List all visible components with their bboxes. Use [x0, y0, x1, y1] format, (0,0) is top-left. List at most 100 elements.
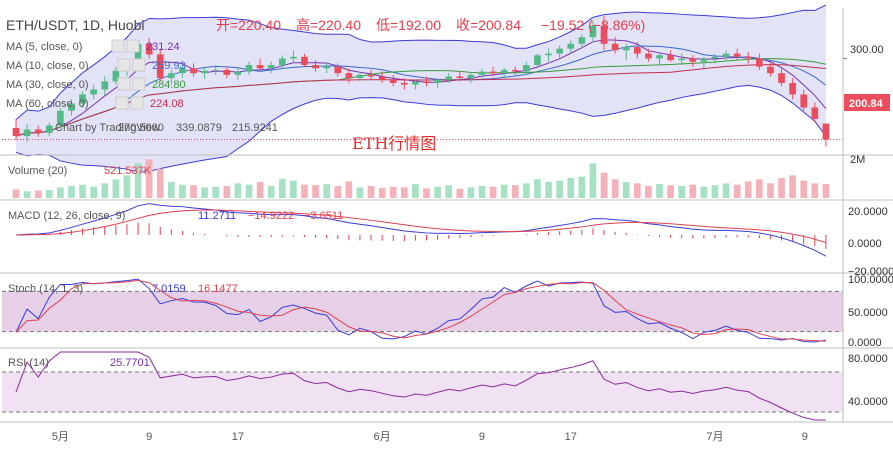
candle-body [389, 79, 397, 83]
volume-bar [312, 185, 319, 198]
candle-body [611, 43, 619, 51]
volume-bar [367, 186, 375, 198]
volume-bar [489, 186, 497, 198]
stoch-axis-tick: 50.0000 [848, 307, 888, 319]
bollinger-upper-line [15, 4, 827, 121]
candle-body [789, 83, 796, 95]
candle-body [733, 53, 741, 57]
candle-body [23, 129, 31, 137]
macd-value: 11.2711 [198, 210, 236, 222]
time-axis-tick: 9 [479, 431, 485, 443]
settings-icon[interactable] [115, 96, 129, 110]
candle-body [678, 58, 686, 61]
stoch-d-line [15, 279, 826, 342]
bb-lower-value: 215.9241 [232, 122, 278, 134]
volume-bar [167, 182, 175, 198]
ma-legend-value: 231.24 [146, 41, 180, 53]
settings-icon[interactable] [111, 39, 125, 53]
volume-bar [423, 188, 430, 198]
candle-body [90, 89, 97, 95]
candle-body [345, 73, 353, 79]
volume-bar [778, 178, 785, 198]
candle-body [800, 94, 808, 108]
volume-bar [800, 180, 808, 198]
macd-line [15, 203, 827, 257]
candle-body [167, 73, 175, 79]
settings-icon[interactable] [117, 58, 131, 72]
volume-bar [622, 182, 630, 198]
volume-bar [822, 184, 830, 198]
symbol-title[interactable]: ETH/USDT, 1D, Huobi [6, 17, 144, 33]
volume-bar [201, 187, 208, 198]
candle-body [179, 68, 186, 74]
time-axis-tick: 9 [146, 431, 152, 443]
stoch-band [2, 291, 843, 332]
volume-bar [101, 183, 109, 198]
volume-bar [356, 187, 364, 198]
ohlc-high: 高=220.40 [296, 17, 361, 33]
rsi-label[interactable]: RSI (14) [8, 357, 49, 369]
volume-bar [79, 184, 86, 198]
volume-bar [245, 184, 253, 198]
volume-bar [323, 184, 330, 198]
candle-body [412, 81, 419, 85]
volume-bar [145, 159, 153, 198]
candle-body [301, 56, 308, 66]
volume-bar [567, 178, 575, 198]
volume-bar [57, 187, 64, 198]
volume-bar [156, 168, 164, 198]
candle-body [12, 127, 20, 137]
volume-value: 521.537K [104, 165, 152, 177]
stoch-k-line [15, 278, 826, 343]
volume-axis-tick: 2M [850, 154, 865, 166]
ma-legend-label[interactable]: MA (60, close, 0) [6, 98, 89, 110]
candle-body [79, 94, 86, 104]
candle-body [711, 56, 719, 59]
candle-body [467, 74, 475, 79]
candle-body [423, 81, 430, 83]
close-icon[interactable] [126, 39, 140, 53]
ma-legend-label[interactable]: MA (30, close, 0) [6, 79, 89, 91]
volume-bar [134, 163, 142, 198]
volume-bar [334, 186, 342, 198]
volume-bar [190, 185, 197, 198]
candle-body [811, 107, 819, 119]
macd-hist-value: −3.6511 [304, 210, 343, 222]
candle-body [756, 58, 763, 67]
watermark: ETH行情图 [352, 134, 436, 153]
volume-bar [511, 185, 519, 198]
volume-bar [633, 183, 641, 198]
volume-bar [733, 184, 741, 198]
candle-body [656, 55, 663, 59]
volume-bar [234, 183, 242, 198]
time-axis[interactable]: 5月 9 17 6月 9 17 7月 9 [52, 431, 808, 443]
volume-bar [534, 179, 541, 198]
candle-body [567, 43, 575, 49]
ma-legend-label[interactable]: MA (10, close, 0) [6, 60, 89, 72]
candle-body [689, 58, 697, 62]
close-icon[interactable] [130, 96, 144, 110]
volume-bar [12, 189, 20, 198]
settings-icon[interactable] [117, 77, 131, 91]
time-axis-tick: 5月 [52, 431, 69, 443]
bollinger-band-fill [16, 5, 826, 173]
close-icon[interactable] [132, 58, 146, 72]
volume-bar [179, 184, 186, 198]
volume-bar [45, 190, 53, 198]
candle-body [600, 25, 608, 44]
volume-bar [789, 175, 796, 198]
volume-label[interactable]: Volume (20) [8, 165, 67, 177]
candle-body [57, 110, 64, 126]
candle-body [822, 123, 830, 140]
volume-bar [467, 187, 475, 198]
ma-legend-label[interactable]: MA (5, close, 0) [6, 41, 82, 53]
volume-bar [412, 184, 419, 198]
macd-label[interactable]: MACD (12, 26, close, 9) [8, 210, 125, 222]
close-icon[interactable] [132, 77, 146, 91]
volume-bar [667, 185, 674, 198]
macd-signal-line [15, 209, 827, 244]
branding-link[interactable]: Chart by TradingView [55, 122, 160, 134]
candle-body [645, 53, 652, 59]
stoch-label[interactable]: Stoch (14, 1, 3) [8, 283, 83, 295]
